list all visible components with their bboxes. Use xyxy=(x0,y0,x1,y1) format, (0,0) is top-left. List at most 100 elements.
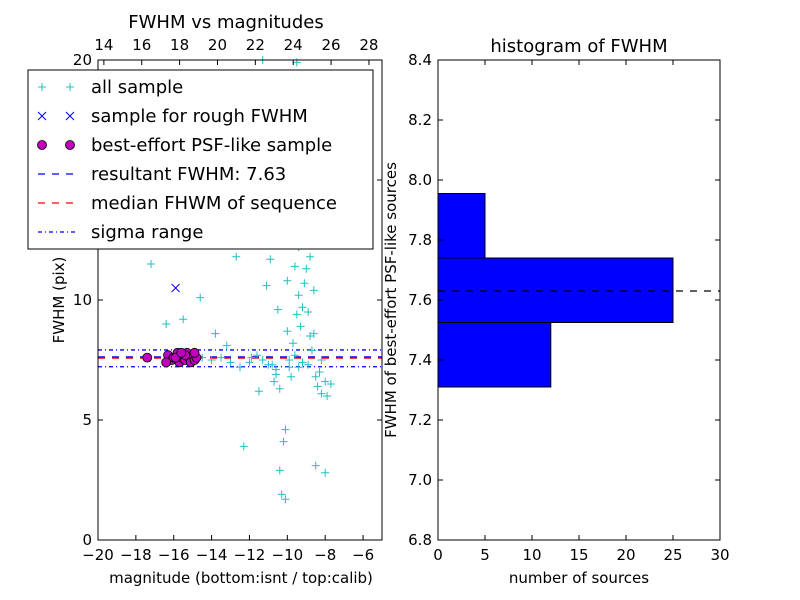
point-s1-0 xyxy=(171,283,180,293)
point-s0-5 xyxy=(222,341,231,350)
scatter-xlabel: magnitude (bottom:isnt / top:calib) xyxy=(109,569,373,587)
point-s0-19 xyxy=(281,495,290,504)
top-tick-label-5: 24 xyxy=(284,36,303,54)
x-tick-label-1: −18 xyxy=(120,546,152,564)
hist-y-tick-label-1: 7.0 xyxy=(408,471,432,489)
histogram-xlabel: number of sources xyxy=(509,569,649,587)
histogram-ylabel: FWHM of best-effort PSF-like sources xyxy=(382,162,400,438)
top-tick-label-7: 28 xyxy=(359,36,378,54)
point-s0-38 xyxy=(317,389,326,398)
point-s0-44 xyxy=(254,387,263,396)
scatter-ylabel: FWHM (pix) xyxy=(50,257,68,344)
point-s0-67 xyxy=(226,358,235,367)
point-s0-77 xyxy=(294,363,303,372)
y-tick-label-1: 5 xyxy=(82,411,92,429)
point-s0-17 xyxy=(279,437,288,446)
point-s0-1 xyxy=(162,320,171,328)
point-s0-37 xyxy=(315,368,324,376)
point-s0-72 xyxy=(245,358,254,367)
x-tick-label-2: −16 xyxy=(158,546,190,564)
top-tick-label-4: 22 xyxy=(246,36,265,54)
point-s0-4 xyxy=(211,329,220,338)
point-s0-40 xyxy=(323,392,332,400)
point-s0-31 xyxy=(304,308,313,316)
point-s0-21 xyxy=(283,327,292,336)
hist-bar-1 xyxy=(437,257,674,323)
hist-x-tick-label-0: 0 xyxy=(433,546,443,564)
point-s0-0 xyxy=(147,260,156,268)
legend-label-4: median FHWM of sequence xyxy=(91,193,337,214)
histogram-marks xyxy=(437,193,720,388)
hist-x-tick-label-6: 30 xyxy=(710,546,729,564)
hist-y-tick-label-0: 6.8 xyxy=(408,531,432,549)
y-tick-label-4: 20 xyxy=(73,51,92,69)
x-tick-label-0: −20 xyxy=(82,546,114,564)
legend-label-2: best-effort PSF-like sample xyxy=(91,135,332,156)
hist-x-tick-label-4: 20 xyxy=(616,546,635,564)
y-tick-label-0: 0 xyxy=(82,531,92,549)
point-s0-46 xyxy=(287,372,296,381)
histogram-panel: histogram of FWHM 0 5 10 15 20 25 30 6.8 7.0 7.2 7… xyxy=(382,36,730,587)
legend-label-1: sample for rough FWHM xyxy=(91,106,308,127)
legend-marker-b-2 xyxy=(65,140,75,150)
hist-y-tick-label-6: 8.0 xyxy=(408,171,432,189)
legend-label-3: resultant FWHM: 7.63 xyxy=(91,164,286,185)
point-s0-64 xyxy=(273,305,282,314)
hist-y-tick-label-7: 8.2 xyxy=(408,111,432,129)
point-s0-18 xyxy=(281,425,290,434)
legend-label-0: all sample xyxy=(91,77,183,98)
point-s0-11 xyxy=(262,281,271,290)
point-s0-16 xyxy=(277,490,286,499)
histogram-title: histogram of FWHM xyxy=(490,36,667,57)
point-s0-8 xyxy=(247,353,256,362)
point-s0-76 xyxy=(290,351,299,360)
point-s0-45 xyxy=(270,377,279,386)
point-s0-12 xyxy=(266,255,275,264)
point-s0-10 xyxy=(258,356,267,364)
point-s0-78 xyxy=(304,360,313,369)
histogram-axes: 0 5 10 15 20 25 30 6.8 7.0 7.2 7.4 7.6 7.8 8.0 8.2 8.4 xyxy=(408,51,729,564)
legend-marker-a-0 xyxy=(38,83,46,91)
point-s0-30 xyxy=(302,264,311,273)
point-s0-47 xyxy=(298,358,307,367)
x-tick-label-3: −14 xyxy=(196,546,228,564)
point-s0-20 xyxy=(283,276,292,285)
hist-y-tick-label-3: 7.4 xyxy=(408,351,432,369)
point-s0-6 xyxy=(232,252,241,261)
top-tick-label-0: 14 xyxy=(94,36,113,54)
top-tick-label-1: 16 xyxy=(132,36,151,54)
point-s0-36 xyxy=(313,382,322,391)
hist-y-tick-label-4: 7.6 xyxy=(408,291,432,309)
point-s0-9 xyxy=(253,351,262,360)
legend-marker-a-1 xyxy=(37,111,47,121)
top-tick-label-6: 26 xyxy=(322,36,341,54)
legend-marker-b-0 xyxy=(66,83,74,91)
point-s0-26 xyxy=(294,291,303,300)
point-s0-15 xyxy=(275,466,284,475)
legend-marker-b-1 xyxy=(65,111,75,121)
point-s2-19 xyxy=(189,347,200,358)
point-s0-22 xyxy=(285,363,294,372)
x-tick-label-6: −8 xyxy=(314,546,336,564)
legend-label-5: sigma range xyxy=(91,222,203,243)
point-s0-75 xyxy=(285,356,294,364)
legend-box xyxy=(27,69,374,250)
point-s2-18 xyxy=(176,347,187,358)
point-s0-66 xyxy=(236,363,244,372)
point-s0-39 xyxy=(321,377,330,386)
point-s0-69 xyxy=(207,356,216,364)
hist-x-tick-label-1: 5 xyxy=(480,546,490,564)
point-s0-74 xyxy=(271,365,280,374)
point-s0-14 xyxy=(275,384,284,393)
hist-bar-0 xyxy=(437,322,552,388)
point-s0-25 xyxy=(292,310,301,319)
point-s2-0 xyxy=(142,352,153,363)
point-s0-34 xyxy=(309,329,318,338)
hist-y-tick-label-2: 7.2 xyxy=(408,411,432,429)
point-s0-35 xyxy=(311,372,320,381)
point-s0-41 xyxy=(326,380,335,388)
hist-x-tick-label-2: 10 xyxy=(522,546,541,564)
point-s0-33 xyxy=(307,346,316,355)
point-s0-58 xyxy=(306,252,315,261)
